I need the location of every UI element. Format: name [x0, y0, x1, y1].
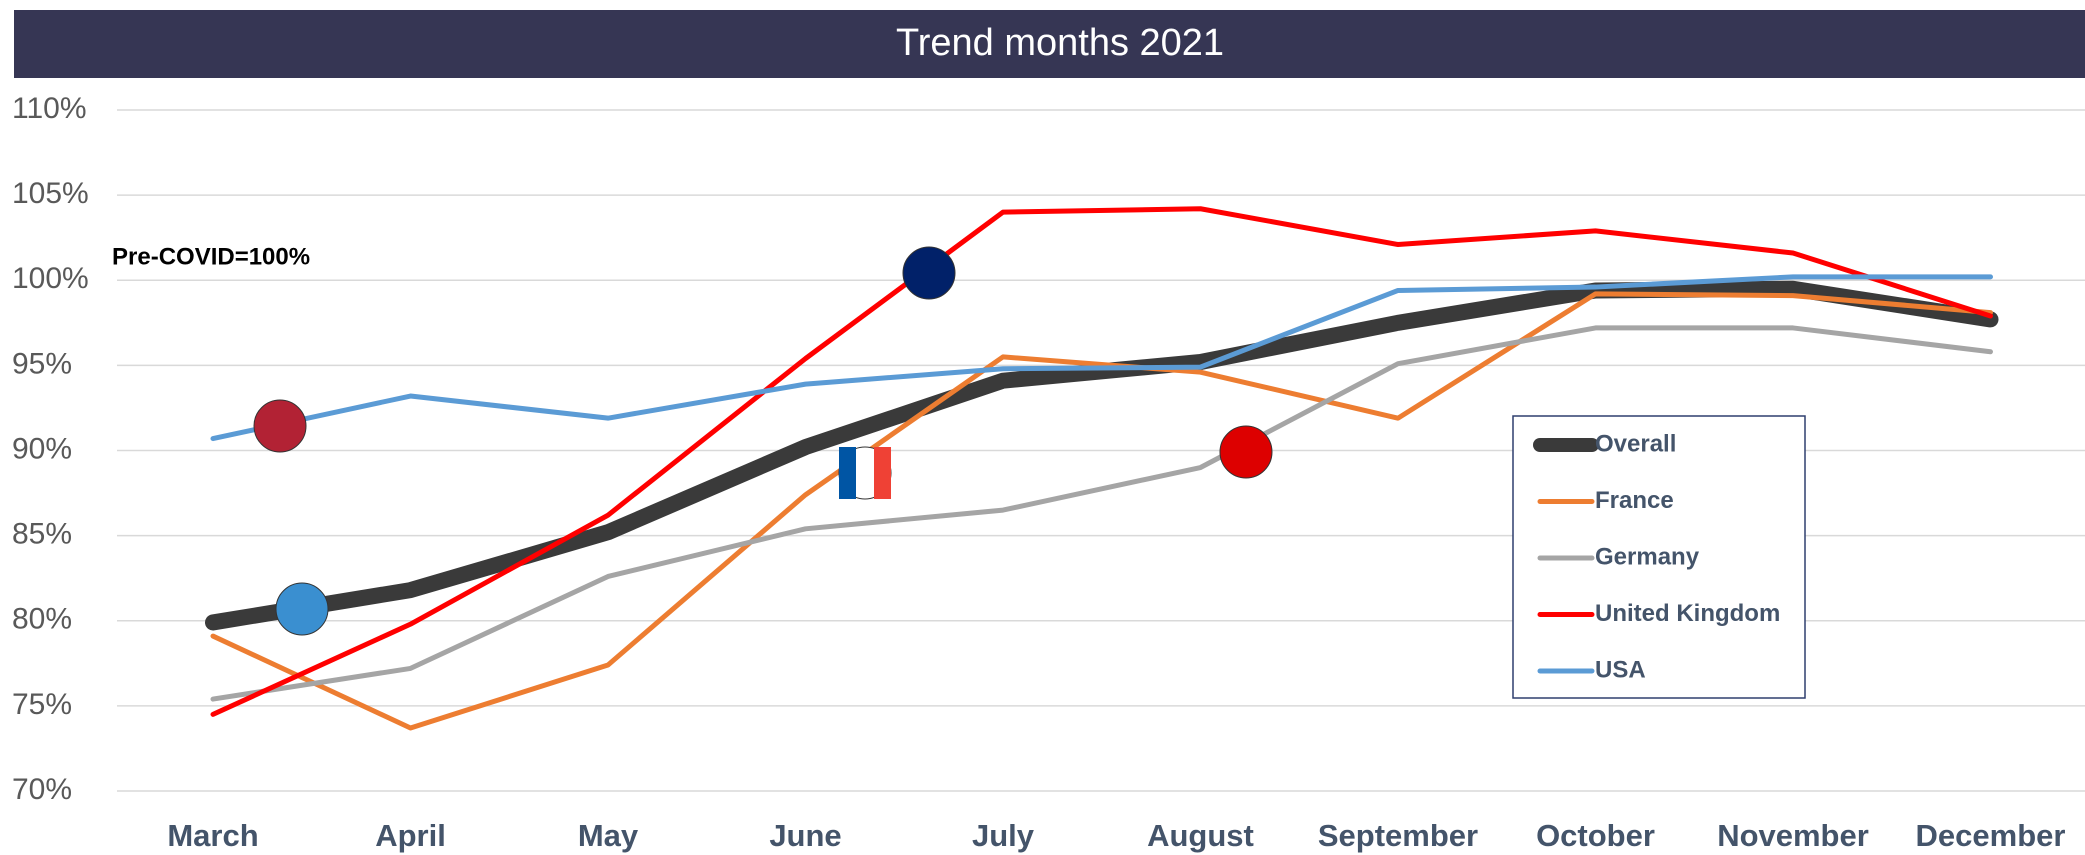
y-tick-label: 95%	[12, 347, 72, 380]
x-tick-label: December	[1916, 818, 2066, 853]
x-tick-label: September	[1318, 818, 1478, 853]
annotation: Pre-COVID=100%	[112, 243, 310, 270]
y-tick-label: 85%	[12, 518, 72, 551]
legend-label: Overall	[1595, 430, 1676, 457]
flag-france-blue	[839, 447, 856, 499]
y-tick-label: 90%	[12, 432, 72, 465]
series-line	[210, 206, 1993, 717]
x-tick-label: May	[578, 818, 639, 853]
y-tick-label: 75%	[12, 688, 72, 721]
flag-uk	[902, 246, 956, 300]
x-tick-label: April	[375, 818, 446, 853]
title-bar	[14, 10, 2085, 78]
legend-label: USA	[1595, 656, 1646, 683]
legend-label: Germany	[1595, 543, 1700, 570]
y-tick-label: 100%	[12, 262, 89, 295]
y-tick-label: 70%	[12, 773, 72, 806]
series-line	[210, 291, 1993, 731]
y-tick-label: 105%	[12, 177, 89, 210]
legend-label: United Kingdom	[1595, 600, 1780, 627]
y-tick-label: 80%	[12, 603, 72, 636]
series-line	[210, 274, 1993, 442]
x-tick-label: July	[972, 818, 1035, 853]
chart-title: Trend months 2021	[896, 22, 1224, 64]
flag-usa	[253, 399, 307, 453]
x-tick-label: August	[1147, 818, 1254, 853]
x-tick-label: November	[1717, 818, 1869, 853]
series-line	[205, 280, 1999, 631]
x-tick-label: June	[769, 818, 841, 853]
flag-germany	[1219, 425, 1273, 479]
icons	[253, 246, 1273, 636]
flag-france-red	[874, 447, 891, 499]
legend-label: France	[1595, 487, 1674, 514]
series-line	[210, 325, 1993, 702]
y-tick-label: 110%	[12, 92, 87, 125]
globe	[275, 582, 329, 636]
x-tick-label: October	[1536, 818, 1655, 853]
x-tick-label: March	[167, 818, 258, 853]
